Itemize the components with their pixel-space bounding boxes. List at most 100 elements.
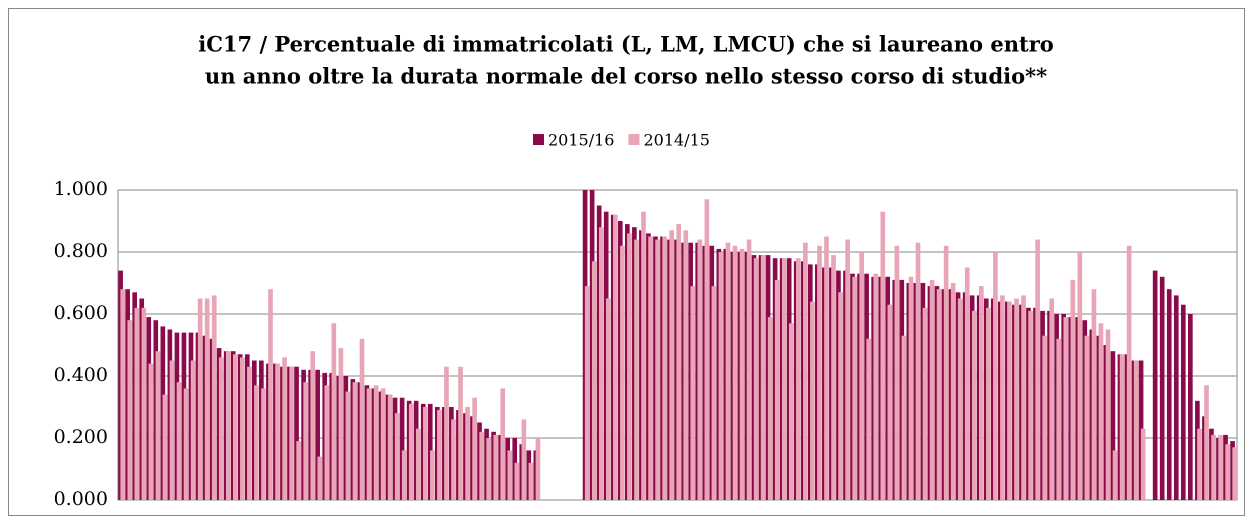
bar	[1126, 245, 1132, 500]
bar	[359, 338, 365, 500]
bar	[803, 242, 808, 500]
bar	[711, 286, 717, 500]
bar	[598, 227, 604, 500]
bar	[535, 438, 541, 500]
y-tick-label: 1.000	[54, 178, 108, 200]
bar	[908, 276, 914, 500]
bar	[1140, 428, 1146, 500]
bar	[296, 441, 301, 500]
bar	[1070, 279, 1076, 500]
bar	[1232, 447, 1237, 500]
bar	[134, 307, 140, 500]
bar	[852, 276, 857, 500]
bar	[1112, 450, 1118, 500]
bar	[781, 258, 787, 500]
bar	[584, 286, 590, 500]
bar	[676, 224, 682, 500]
bar	[957, 298, 963, 500]
bar	[866, 338, 872, 500]
bar	[1028, 310, 1033, 500]
bar	[887, 304, 893, 500]
bar	[1091, 289, 1097, 500]
bar	[352, 382, 358, 500]
bar	[1211, 434, 1216, 500]
bar	[725, 242, 731, 500]
bar	[838, 292, 843, 500]
bar	[880, 211, 886, 500]
bar	[366, 388, 372, 500]
bar	[1021, 295, 1026, 500]
bar	[993, 252, 998, 500]
bar	[458, 366, 463, 500]
bar	[901, 335, 907, 500]
bar	[120, 289, 126, 500]
bar	[620, 245, 625, 500]
legend-swatch	[628, 134, 640, 145]
bar	[148, 363, 154, 500]
bar	[204, 298, 210, 500]
bar	[613, 214, 618, 501]
bar	[1105, 329, 1111, 500]
bar	[289, 366, 294, 500]
bar	[873, 273, 879, 500]
bar	[176, 382, 182, 500]
bar	[437, 410, 442, 500]
bar	[127, 320, 133, 500]
bar	[915, 242, 921, 500]
bar	[423, 407, 428, 500]
bar	[275, 363, 280, 500]
legend-label: 2015/16	[548, 131, 614, 150]
bar	[232, 354, 238, 500]
bar	[986, 307, 991, 500]
bar	[746, 239, 752, 500]
legend-swatch	[533, 134, 544, 145]
bar	[810, 301, 815, 500]
bar	[373, 385, 379, 500]
bar	[303, 382, 309, 500]
bar	[753, 258, 759, 500]
bar	[1056, 338, 1062, 500]
bar	[1084, 335, 1090, 500]
bar	[936, 289, 942, 500]
bar	[697, 239, 703, 500]
bar	[796, 258, 801, 500]
y-tick-label: 0.800	[54, 240, 108, 262]
bar	[655, 239, 660, 500]
bar	[268, 289, 273, 500]
bar	[183, 388, 189, 500]
bar	[479, 431, 484, 500]
bar	[817, 245, 822, 500]
bar	[472, 397, 477, 500]
bar	[669, 230, 674, 501]
bar	[1159, 276, 1165, 500]
bar	[317, 456, 323, 500]
bar	[465, 407, 470, 500]
bar	[1218, 434, 1223, 500]
bar	[408, 403, 414, 500]
bar	[627, 233, 632, 500]
bar	[521, 419, 527, 500]
bar	[444, 366, 449, 500]
bar	[310, 351, 316, 500]
bar	[704, 199, 710, 501]
bar	[605, 298, 611, 500]
legend-label: 2014/15	[643, 131, 709, 150]
bar	[1063, 317, 1069, 500]
bar	[1119, 354, 1125, 500]
bar	[399, 397, 405, 500]
y-tick-label: 0.000	[54, 488, 108, 510]
bar	[324, 385, 330, 500]
bar	[162, 394, 168, 500]
bar	[964, 267, 970, 500]
bar	[683, 230, 689, 501]
bar	[240, 357, 245, 500]
bar	[1049, 298, 1055, 500]
bar	[211, 295, 217, 500]
y-tick-label: 0.200	[54, 426, 108, 448]
bar	[493, 434, 499, 500]
bar	[1180, 304, 1186, 500]
bar	[500, 388, 506, 500]
bar	[1014, 298, 1019, 500]
bar	[662, 236, 667, 500]
bar	[254, 385, 259, 500]
